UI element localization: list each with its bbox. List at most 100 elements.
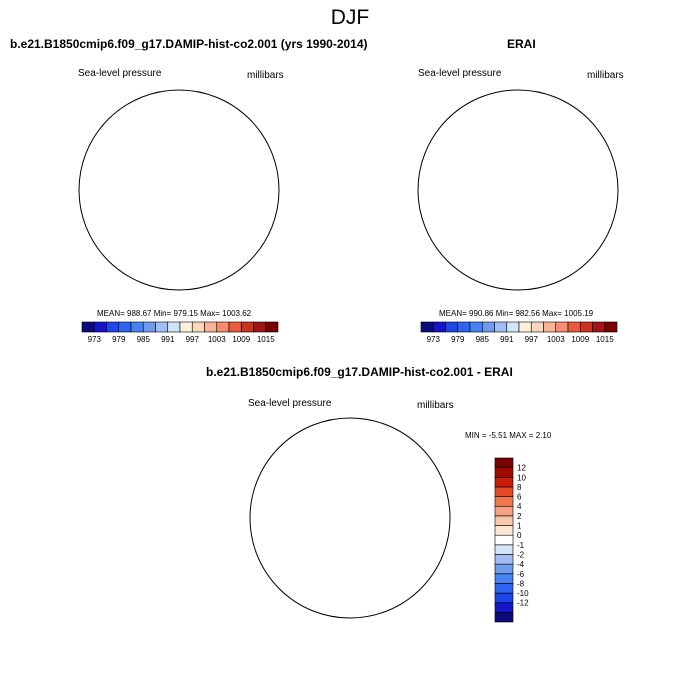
panel3-stats: MIN = -5.51 MAX = 2.10 <box>465 431 552 440</box>
panel1-colorbar-tick-label: 979 <box>112 335 126 344</box>
panel2-colorbar-box <box>457 321 471 333</box>
panel2-colorbar-tick-label: 1009 <box>571 335 589 344</box>
panel3-colorbar-tick-label: 4 <box>517 502 522 511</box>
panel3-colorbar-box <box>494 467 514 478</box>
panel1-colorbar-box <box>179 321 193 333</box>
panel3-colorbar-tick-label: 10 <box>517 473 526 482</box>
panel2-title: ERAI <box>507 37 536 51</box>
panel1-colorbar-box <box>155 321 169 333</box>
panel2-colorbar-tick-label: 985 <box>476 335 490 344</box>
panel3-colorbar-box <box>494 583 514 594</box>
panel2-units-label: millibars <box>587 70 624 81</box>
panel1-colorbar-tick-label: 1009 <box>232 335 250 344</box>
panel1-map-border <box>78 89 280 291</box>
panel2-colorbar-box <box>469 321 483 333</box>
panel1-colorbar-box <box>240 321 254 333</box>
panel1-colorbar-tick-label: 1003 <box>208 335 226 344</box>
panel3-colorbar-tick-label: 1 <box>517 522 522 531</box>
panel2-colorbar-box <box>604 321 618 333</box>
panel2-colorbar-box <box>445 321 459 333</box>
panel1-colorbar-box <box>118 321 132 333</box>
panel1-colorbar-box <box>228 321 242 333</box>
panel3-map-border <box>249 417 451 619</box>
panel3-colorbar-tick-label: 6 <box>517 493 522 502</box>
panel3-colorbar-tick-label: 0 <box>517 531 522 540</box>
panel2-variable-label: Sea-level pressure <box>418 68 502 79</box>
panel3-title: b.e21.B1850cmip6.f09_g17.DAMIP-hist-co2.… <box>206 365 513 379</box>
panel3-colorbar-box <box>494 505 514 517</box>
panel3-units-label: millibars <box>417 400 454 411</box>
panel1-stats: MEAN= 988.67 Min= 979.15 Max= 1003.62 <box>97 309 252 318</box>
panel3-colorbar-tick-label: -1 <box>517 541 525 550</box>
panel3-colorbar-tick-label: 12 <box>517 464 526 473</box>
panel2-colorbar-tick-label: 979 <box>451 335 465 344</box>
panel3-colorbar-tick-label: -4 <box>517 560 525 569</box>
panel3-colorbar-tick-label: -12 <box>517 599 529 608</box>
panel3-colorbar-box <box>494 515 514 526</box>
panel1-colorbar-box <box>167 321 181 333</box>
panel2-colorbar-box <box>543 321 557 333</box>
panel3-map <box>246 418 450 618</box>
panel2-colorbar-box <box>481 321 495 333</box>
panel3-colorbar-box <box>494 573 514 584</box>
panel2-colorbar-box <box>555 321 569 333</box>
panel3-colorbar-box <box>494 534 514 546</box>
panel1-colorbar-box <box>142 321 156 333</box>
panel3-colorbar-box <box>494 496 514 507</box>
panel1-colorbar: 973 979 985 991 997 1003 1009 1015 <box>81 321 279 344</box>
panel1-colorbar-tick-label: 1015 <box>257 335 275 344</box>
panel3-colorbar-box <box>494 612 514 623</box>
panel1-colorbar-box <box>106 321 120 333</box>
figure-title: DJF <box>330 6 370 29</box>
panel2-colorbar-tick-label: 1015 <box>596 335 614 344</box>
panel2-colorbar-box <box>518 321 532 333</box>
panel2-colorbar-box <box>579 321 593 333</box>
panel2-colorbar-box <box>506 321 520 333</box>
panel3-colorbar-tick-label: 8 <box>517 483 522 492</box>
panel3-variable-label: Sea-level pressure <box>248 398 332 409</box>
panel3-colorbar-tick-label: -10 <box>517 589 529 598</box>
panel1-colorbar-box <box>253 321 267 333</box>
panel2-colorbar-box <box>530 321 544 333</box>
panel3-colorbar-box <box>494 602 514 613</box>
panel3-colorbar-box <box>494 544 514 555</box>
panel2-colorbar-tick-label: 973 <box>427 335 441 344</box>
panel2-colorbar-box <box>494 321 508 333</box>
panel2-colorbar: 973 979 985 991 997 1003 1009 1015 <box>420 321 618 344</box>
panel1-colorbar-tick-label: 985 <box>137 335 151 344</box>
panel3-colorbar-box <box>494 563 514 575</box>
panel3-colorbar-box <box>494 592 514 604</box>
panel3-colorbar-tick-label: 2 <box>517 512 522 521</box>
panel3-colorbar-box <box>494 476 514 488</box>
panel2-colorbar-box <box>432 321 446 333</box>
panel1-colorbar-box <box>191 321 205 333</box>
panel2-map-border <box>417 89 619 291</box>
panel1-colorbar-tick-label: 991 <box>161 335 175 344</box>
panel2-colorbar-tick-label: 997 <box>525 335 539 344</box>
panel2-colorbar-tick-label: 1003 <box>547 335 565 344</box>
panel1-units-label: millibars <box>247 70 284 81</box>
panel2-colorbar-box <box>592 321 606 333</box>
panel1-colorbar-box <box>81 321 95 333</box>
panel3-colorbar-box <box>494 457 514 468</box>
panel1-colorbar-box <box>265 321 279 333</box>
panel2-colorbar-box <box>567 321 581 333</box>
panel3-colorbar-box <box>494 554 514 565</box>
panel1-colorbar-box <box>130 321 144 333</box>
panel2-colorbar-box <box>420 321 434 333</box>
panel2-colorbar-tick-label: 991 <box>500 335 514 344</box>
panel3-colorbar-box <box>494 525 514 536</box>
panel1-colorbar-box <box>216 321 230 333</box>
panel3-colorbar-tick-label: -6 <box>517 570 525 579</box>
panel1-colorbar-tick-label: 973 <box>88 335 102 344</box>
panel1-title: b.e21.B1850cmip6.f09_g17.DAMIP-hist-co2.… <box>10 37 368 51</box>
panel1-variable-label: Sea-level pressure <box>78 68 162 79</box>
panel3-colorbar-tick-label: -8 <box>517 579 525 588</box>
panel1-colorbar-box <box>204 321 218 333</box>
panel2-stats: MEAN= 990.86 Min= 982.56 Max= 1005.19 <box>439 309 594 318</box>
panel1-colorbar-box <box>93 321 107 333</box>
panel3-colorbar-box <box>494 486 514 497</box>
panel1-colorbar-tick-label: 997 <box>186 335 200 344</box>
